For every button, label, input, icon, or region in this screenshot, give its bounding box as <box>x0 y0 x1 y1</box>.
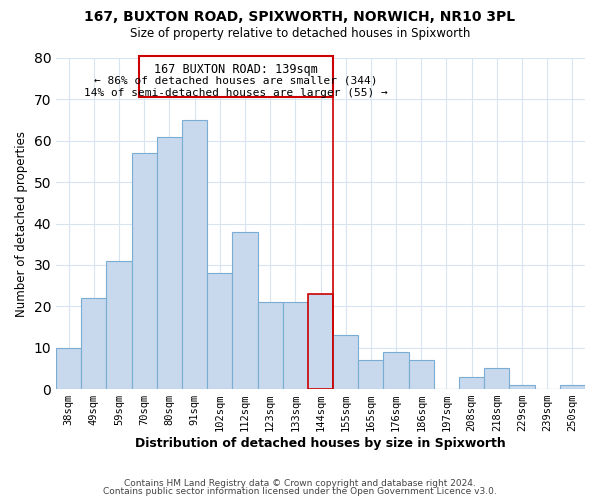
Bar <box>308 294 333 389</box>
X-axis label: Distribution of detached houses by size in Spixworth: Distribution of detached houses by size … <box>135 437 506 450</box>
Text: Contains HM Land Registry data © Crown copyright and database right 2024.: Contains HM Land Registry data © Crown c… <box>124 478 476 488</box>
Text: Size of property relative to detached houses in Spixworth: Size of property relative to detached ho… <box>130 28 470 40</box>
Bar <box>383 352 409 389</box>
Text: 167, BUXTON ROAD, SPIXWORTH, NORWICH, NR10 3PL: 167, BUXTON ROAD, SPIXWORTH, NORWICH, NR… <box>85 10 515 24</box>
Bar <box>257 302 283 389</box>
Bar <box>459 376 484 389</box>
Bar <box>232 232 257 389</box>
Bar <box>56 348 81 389</box>
Text: 14% of semi-detached houses are larger (55) →: 14% of semi-detached houses are larger (… <box>84 88 388 98</box>
Bar <box>157 136 182 389</box>
Text: 167 BUXTON ROAD: 139sqm: 167 BUXTON ROAD: 139sqm <box>154 64 318 76</box>
Bar <box>106 261 131 389</box>
Bar <box>283 302 308 389</box>
Bar <box>358 360 383 389</box>
Text: ← 86% of detached houses are smaller (344): ← 86% of detached houses are smaller (34… <box>94 76 378 86</box>
Bar <box>560 385 585 389</box>
Bar <box>182 120 207 389</box>
Bar <box>207 273 232 389</box>
Text: Contains public sector information licensed under the Open Government Licence v3: Contains public sector information licen… <box>103 487 497 496</box>
Bar <box>81 298 106 389</box>
Bar <box>484 368 509 389</box>
Bar <box>509 385 535 389</box>
Bar <box>333 336 358 389</box>
Y-axis label: Number of detached properties: Number of detached properties <box>15 130 28 316</box>
Bar <box>131 153 157 389</box>
FancyBboxPatch shape <box>139 56 333 98</box>
Bar <box>409 360 434 389</box>
